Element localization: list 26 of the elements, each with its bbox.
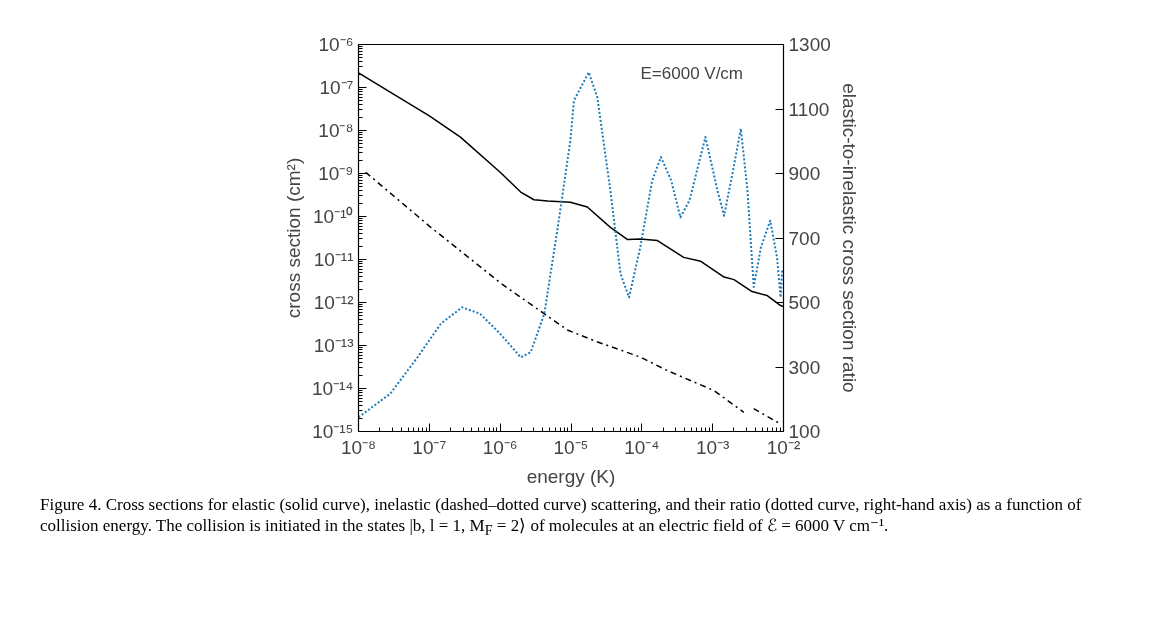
- y2-tick-label: 700: [788, 227, 821, 249]
- y-tick-label: 10⁻⁶: [318, 34, 354, 55]
- y-tick-label: 10⁻¹²: [313, 292, 354, 313]
- y-tick-label: 10⁻¹¹: [313, 249, 354, 270]
- y2-tick-label: 100: [788, 421, 821, 442]
- y2-tick-label: 900: [788, 163, 821, 184]
- y-tick-label: 10⁻¹⁴: [311, 378, 354, 399]
- x-tick-label: 10⁻³: [695, 436, 730, 458]
- y2-tick-label: 1100: [788, 98, 830, 120]
- y-tick-label: 10⁻¹³: [313, 335, 354, 356]
- y-axis-title: cross section (cm²): [282, 157, 304, 319]
- y-tick-label: 10⁻⁸: [318, 120, 354, 141]
- caption: Figure 4. Cross sections for elastic (solid curve), inelastic (dashed–dotted curve) scattering, and their ratio (dotted curve, right-hand axis) as a function of collision energy. The collision is initiated in the states |b, l = 1, M$_{F}$ = 2⟩ of molecules at an electric field of ℰ = 6000 V cm⁻¹.: [40, 494, 1083, 541]
- y-tick-label: 10⁻⁷: [319, 77, 354, 98]
- y2-axis-title: elastic-to-inelastic cross section ratio: [838, 83, 860, 393]
- y2-tick-label: 300: [788, 356, 821, 378]
- y-tick-label: 10⁻¹⁰: [313, 206, 354, 227]
- x-tick-label: 10⁻⁶: [482, 436, 518, 458]
- x-tick-label: 10⁻⁴: [624, 436, 660, 458]
- x-tick-label: 10⁻⁷: [412, 436, 447, 458]
- y-tick-label: 10⁻⁹: [318, 163, 354, 184]
- y2-tick-label: 500: [788, 292, 821, 313]
- x-tick-label: 10⁻⁵: [553, 436, 589, 458]
- y2-tick-label: 1300: [788, 34, 831, 55]
- x-axis-title: energy (K): [526, 465, 616, 487]
- annotation: E=6000 V/cm: [640, 63, 744, 83]
